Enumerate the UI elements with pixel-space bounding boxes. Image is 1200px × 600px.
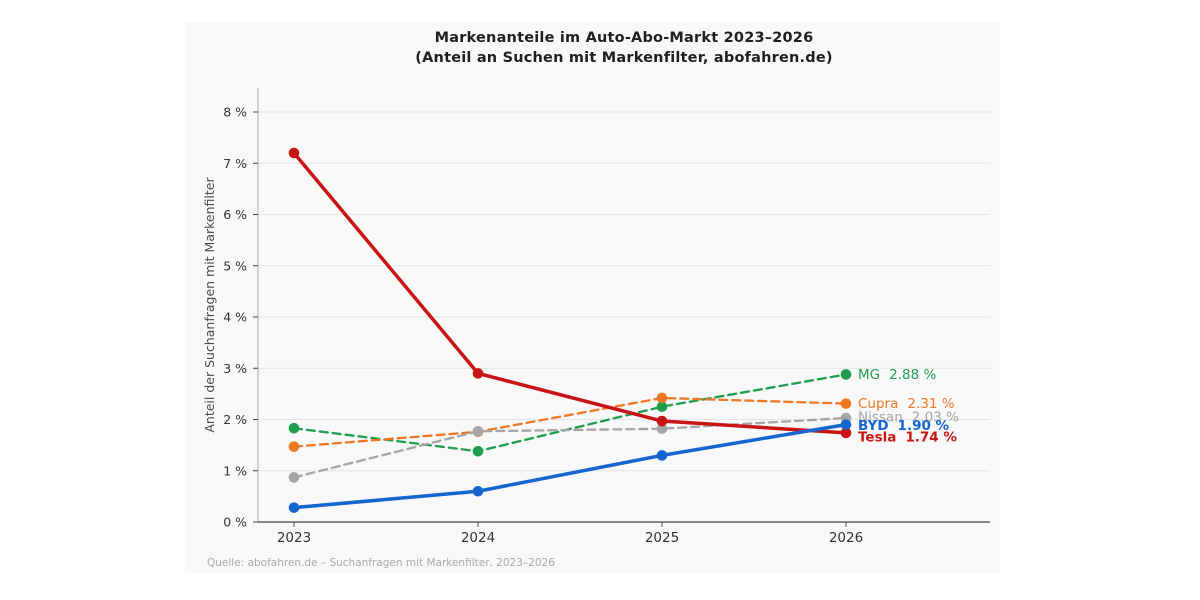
- data-point-nissan-2023: [288, 472, 300, 483]
- y-tick-label-2: 2 %: [223, 412, 247, 427]
- chart-title-line1: Markenanteile im Auto-Abo-Markt 2023–202…: [434, 30, 814, 46]
- end-label-byd: BYD 1.90 %: [858, 418, 950, 434]
- series-line-byd: [292, 422, 848, 510]
- end-label-name-tesla: Tesla: [858, 429, 896, 445]
- y-tick-label-7: 7 %: [223, 156, 247, 171]
- data-point-tesla-2023: [288, 147, 300, 159]
- end-label-name-byd: BYD: [858, 418, 889, 434]
- series-line-cupra: [292, 396, 848, 448]
- data-point-byd-2023: [288, 502, 300, 513]
- end-label-name-nissan: Nissan: [858, 409, 903, 425]
- end-label-cupra: Cupra 2.31 %: [858, 396, 955, 412]
- y-tick-label-6: 6 %: [223, 207, 247, 222]
- data-point-byd-2024: [472, 485, 484, 497]
- data-point-nissan-2025: [656, 423, 668, 435]
- y-tick-label-4: 4 %: [223, 310, 247, 325]
- data-point-mg-2023: [288, 422, 300, 434]
- data-point-mg-2026: [840, 369, 852, 380]
- y-tick-label-1: 1 %: [223, 463, 247, 478]
- end-label-nissan: Nissan 2.03 %: [858, 409, 959, 425]
- y-tick-label-3: 3 %: [223, 361, 247, 376]
- end-label-name-mg: MG: [858, 367, 880, 383]
- chart-title-line2: (Anteil an Suchen mit Markenfilter, abof…: [415, 50, 833, 66]
- end-label-value-cupra: 2.31 %: [907, 396, 954, 412]
- x-tick-label-2026: 2026: [829, 530, 863, 546]
- data-point-mg-2024: [472, 445, 484, 457]
- y-tick-label-8: 8 %: [223, 105, 247, 120]
- end-label-value-tesla: 1.74 %: [905, 429, 957, 445]
- chart-title: Markenanteile im Auto-Abo-Markt 2023–202…: [258, 28, 990, 68]
- data-point-nissan-2024: [472, 425, 484, 437]
- y-tick-label-5: 5 %: [223, 258, 247, 273]
- data-point-tesla-2026: [840, 427, 852, 439]
- end-label-value-byd: 1.90 %: [898, 418, 950, 434]
- data-point-byd-2026: [840, 419, 852, 430]
- data-point-byd-2025: [656, 450, 668, 461]
- data-point-tesla-2024: [472, 368, 484, 379]
- y-axis-label: Anteil der Suchanfragen mit Markenfilter: [202, 177, 217, 433]
- end-label-value-nissan: 2.03 %: [912, 409, 959, 425]
- x-tick-label-2023: 2023: [277, 530, 311, 546]
- chart-card: [185, 22, 1000, 573]
- data-point-cupra-2026: [840, 398, 852, 409]
- y-tick-label-0: 0 %: [223, 515, 247, 530]
- series-line-nissan: [292, 416, 848, 479]
- end-label-value-mg: 2.88 %: [889, 367, 936, 383]
- end-label-tesla: Tesla 1.74 %: [858, 429, 957, 445]
- end-label-name-cupra: Cupra: [858, 396, 898, 412]
- x-tick-label-2024: 2024: [461, 530, 495, 546]
- data-point-cupra-2025: [656, 392, 668, 404]
- source-note: Quelle: abofahren.de – Suchanfragen mit …: [207, 557, 555, 569]
- data-point-cupra-2023: [288, 441, 300, 452]
- data-point-mg-2025: [656, 401, 668, 412]
- x-tick-label-2025: 2025: [645, 530, 679, 546]
- data-point-tesla-2025: [656, 415, 668, 427]
- end-label-mg: MG 2.88 %: [858, 367, 936, 383]
- series-line-tesla: [292, 151, 848, 435]
